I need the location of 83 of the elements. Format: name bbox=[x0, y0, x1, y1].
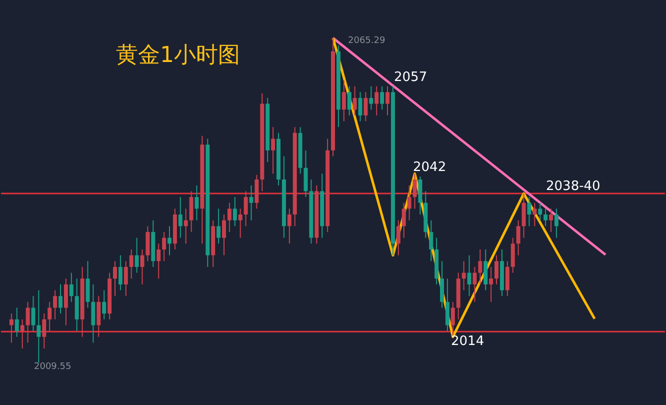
candlestick bbox=[369, 86, 374, 110]
candlestick bbox=[472, 266, 477, 302]
candlestick bbox=[347, 86, 352, 116]
candlestick bbox=[156, 243, 161, 280]
candlestick bbox=[238, 208, 242, 238]
candlestick bbox=[386, 86, 390, 116]
candlestick bbox=[407, 184, 412, 221]
candlestick bbox=[304, 150, 308, 198]
candlestick bbox=[478, 248, 482, 285]
candlestick bbox=[527, 196, 532, 227]
candlestick bbox=[364, 92, 368, 122]
candlestick bbox=[42, 313, 46, 350]
candlestick bbox=[102, 290, 106, 320]
candlestick bbox=[96, 296, 101, 338]
candlestick bbox=[254, 174, 259, 210]
annotation: 2009.55 bbox=[34, 362, 72, 372]
candlestick bbox=[516, 220, 520, 256]
candlestick bbox=[134, 237, 139, 274]
candlestick bbox=[58, 284, 62, 314]
candlestick bbox=[374, 86, 379, 116]
candlestick bbox=[287, 208, 292, 244]
candlestick bbox=[216, 208, 221, 244]
candlestick bbox=[194, 184, 199, 221]
candlestick bbox=[467, 254, 472, 297]
annotation: 2038-40 bbox=[546, 179, 600, 194]
candlestick bbox=[358, 92, 362, 122]
candlestick bbox=[86, 260, 90, 308]
candlestick bbox=[69, 272, 74, 302]
candlestick bbox=[440, 260, 444, 308]
candlestick bbox=[227, 202, 232, 232]
candlestick bbox=[222, 214, 226, 256]
candlestick bbox=[244, 190, 248, 227]
candlestick bbox=[462, 260, 466, 291]
candlestick bbox=[544, 208, 548, 227]
candlestick bbox=[271, 126, 276, 174]
candlestick bbox=[380, 86, 384, 110]
candlestick bbox=[342, 80, 346, 122]
candlestick bbox=[178, 196, 182, 238]
candlestick bbox=[124, 260, 128, 297]
candlestick bbox=[140, 248, 144, 285]
candlestick bbox=[74, 278, 79, 332]
candlestick bbox=[26, 301, 30, 344]
annotation: 2042 bbox=[413, 160, 446, 175]
candlestick bbox=[113, 260, 117, 297]
annotation: 2057 bbox=[394, 70, 428, 85]
candlestick bbox=[484, 248, 488, 291]
candlestick bbox=[14, 307, 19, 338]
candlestick bbox=[445, 278, 450, 332]
candlestick bbox=[31, 296, 36, 332]
candlestick bbox=[505, 260, 510, 297]
candlestick bbox=[396, 220, 400, 256]
candlestick bbox=[510, 237, 515, 274]
candlestick bbox=[402, 202, 406, 238]
candlestick bbox=[249, 184, 254, 221]
candlestick bbox=[9, 313, 14, 344]
chart-title: 黄金1小时图 bbox=[116, 43, 240, 68]
candlestick bbox=[162, 231, 166, 262]
candlestick bbox=[429, 220, 434, 262]
annotation: 2065.29 bbox=[348, 36, 386, 46]
candlestick bbox=[129, 248, 134, 280]
candlestick bbox=[118, 254, 122, 291]
candlestick bbox=[352, 86, 357, 116]
candlestick bbox=[189, 190, 194, 232]
candlestick bbox=[494, 254, 498, 285]
candlestick bbox=[64, 278, 68, 326]
candlestick bbox=[532, 202, 537, 227]
candlestick bbox=[48, 301, 52, 332]
candlestick bbox=[20, 318, 24, 350]
candlestick bbox=[168, 226, 172, 256]
annotation: 2014 bbox=[451, 334, 484, 349]
candlestick bbox=[184, 208, 188, 244]
candlestick bbox=[53, 290, 58, 320]
candlestick bbox=[36, 290, 41, 364]
candlestick bbox=[522, 193, 526, 238]
candlestick bbox=[549, 208, 553, 232]
candlestick bbox=[412, 173, 417, 210]
candlestick bbox=[232, 196, 237, 227]
candlestick bbox=[146, 226, 150, 262]
candlestick bbox=[91, 284, 96, 344]
candlestick bbox=[554, 208, 558, 238]
candlestick bbox=[538, 202, 542, 221]
candlestick bbox=[418, 176, 422, 215]
candlestick bbox=[489, 266, 494, 302]
